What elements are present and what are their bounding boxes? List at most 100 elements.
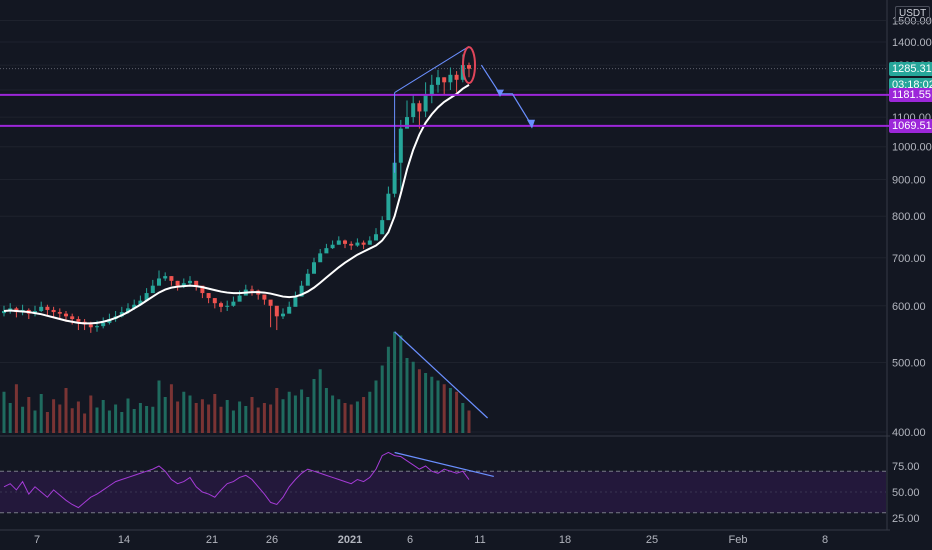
volume-bar <box>355 401 359 433</box>
candle-body <box>70 316 75 320</box>
candle-body <box>45 306 50 310</box>
volume-bar <box>207 404 211 433</box>
volume-bar <box>2 391 6 433</box>
volume-bar <box>436 380 440 433</box>
volume-bar <box>95 407 99 433</box>
time-tick-label: 7 <box>34 534 40 546</box>
candle-body <box>200 285 205 294</box>
candle-body <box>454 74 459 80</box>
candle-body <box>262 294 267 300</box>
volume-bar <box>275 388 279 433</box>
rising-wedge-upper-trendline <box>394 46 470 94</box>
volume-bar <box>151 406 155 433</box>
price-tick-label: 900.00 <box>892 175 926 187</box>
candle-body <box>64 313 68 317</box>
candle-body <box>157 278 161 286</box>
candle-body <box>392 162 397 194</box>
volume-bar <box>114 404 118 433</box>
time-tick-label: 2021 <box>338 534 362 546</box>
time-tick-label: 21 <box>206 534 218 546</box>
projection-arrow-head <box>527 119 535 129</box>
moving-average-line <box>3 83 470 325</box>
quote-currency-label[interactable]: USDT <box>895 6 931 22</box>
volume-bar <box>405 358 409 433</box>
price-tick-label: 800.00 <box>892 211 926 223</box>
candle-body <box>361 242 366 245</box>
volume-bar <box>138 403 142 433</box>
price-tick-label: 1000.00 <box>892 142 932 154</box>
candle-body <box>442 77 447 83</box>
candle-body <box>150 285 155 294</box>
candle-body <box>169 276 174 281</box>
volume-bar <box>244 406 248 433</box>
volume-bar <box>200 399 204 433</box>
candle-body <box>250 289 254 291</box>
volume-bar <box>293 395 297 433</box>
volume-bar <box>194 403 198 433</box>
candle-body <box>163 276 168 279</box>
rsi-tick-label: 50.00 <box>892 487 920 499</box>
volume-bar <box>169 384 173 433</box>
rsi-tick-label: 25.00 <box>892 513 920 525</box>
volume-bar <box>380 365 384 433</box>
candle-body <box>343 240 347 244</box>
candle-body <box>299 285 304 297</box>
candle-body <box>330 244 335 249</box>
volume-bar <box>349 404 353 433</box>
rsi-divergence-line <box>394 451 494 477</box>
volume-bar <box>250 397 254 433</box>
time-tick-label: 11 <box>474 534 485 546</box>
price-tick-label: 1400.00 <box>892 37 932 49</box>
volume-bar <box>393 331 397 433</box>
volume-bar <box>461 403 465 433</box>
rsi-band <box>0 471 886 513</box>
candle-body <box>386 193 391 221</box>
candle-body <box>436 77 440 85</box>
volume-bar <box>300 389 304 433</box>
volume-bar <box>374 380 378 433</box>
volume-bar <box>107 410 111 433</box>
volume-bar <box>225 400 229 433</box>
volume-bar <box>417 369 421 433</box>
candle-body <box>349 243 354 246</box>
volume-bar <box>132 409 136 433</box>
level-tag-1: 1181.55 <box>889 87 932 102</box>
volume-bar <box>455 391 459 433</box>
candle-body <box>287 306 292 314</box>
volume-bar <box>33 410 37 433</box>
candle-body <box>51 309 56 313</box>
candle-body <box>138 300 143 305</box>
volume-bar <box>287 391 291 433</box>
volume-bar <box>39 394 43 433</box>
volume-bar <box>256 407 260 433</box>
volume-bar <box>83 413 87 433</box>
candle-body <box>225 305 230 307</box>
volume-bar <box>8 403 12 433</box>
projection-arrow-head <box>496 89 504 97</box>
top-highlight-ellipse <box>462 46 476 85</box>
candle-body <box>95 326 99 328</box>
candle-body <box>448 74 453 83</box>
volume-bar <box>368 391 372 433</box>
candle-body <box>355 242 360 246</box>
volume-bar <box>231 410 235 433</box>
candle-body <box>2 311 6 314</box>
candle-body <box>374 234 378 241</box>
volume-bar <box>281 399 285 433</box>
candle-body <box>318 253 323 263</box>
volume-bar <box>64 388 68 433</box>
candle-body <box>281 313 285 317</box>
candle-body <box>467 65 471 69</box>
volume-bar <box>126 398 130 433</box>
volume-bar <box>337 399 341 433</box>
volume-bar <box>442 384 446 433</box>
candle-body <box>76 319 81 322</box>
rsi-tick-label: 75.00 <box>892 461 920 473</box>
candle-body <box>144 293 149 301</box>
volume-bar <box>318 369 322 433</box>
last-price-tag: 1285.31 <box>889 61 932 76</box>
time-tick-label: 26 <box>266 534 278 546</box>
volume-bar <box>14 384 18 433</box>
projected-drop-path <box>480 64 532 125</box>
